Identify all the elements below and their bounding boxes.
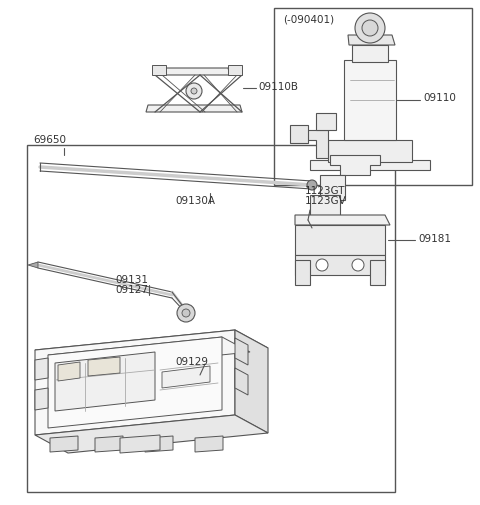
Polygon shape (320, 175, 345, 200)
Polygon shape (28, 262, 38, 268)
Polygon shape (35, 358, 48, 380)
Polygon shape (120, 435, 160, 453)
Circle shape (177, 304, 195, 322)
Bar (152, 65, 166, 75)
Circle shape (352, 259, 364, 271)
Polygon shape (310, 195, 340, 215)
Circle shape (307, 180, 317, 190)
Text: 09110: 09110 (423, 93, 456, 103)
Polygon shape (48, 337, 222, 428)
Bar (27, 145, 395, 492)
Polygon shape (295, 255, 385, 275)
Polygon shape (48, 337, 250, 370)
Polygon shape (235, 368, 248, 395)
Polygon shape (195, 436, 223, 452)
Polygon shape (235, 338, 248, 365)
Polygon shape (304, 130, 328, 158)
Polygon shape (235, 330, 268, 433)
Polygon shape (328, 140, 412, 162)
Polygon shape (344, 60, 396, 140)
Polygon shape (290, 125, 308, 143)
Bar (228, 65, 242, 75)
Polygon shape (370, 260, 385, 285)
Text: 09110B: 09110B (258, 82, 298, 92)
Polygon shape (316, 113, 336, 130)
Polygon shape (330, 155, 380, 175)
Circle shape (182, 309, 190, 317)
Polygon shape (145, 436, 173, 452)
Polygon shape (162, 366, 210, 388)
Polygon shape (35, 388, 48, 410)
Text: 1123GT: 1123GT (305, 186, 346, 196)
Polygon shape (153, 68, 230, 75)
Polygon shape (348, 35, 395, 45)
Text: 1123GV: 1123GV (305, 196, 347, 206)
Circle shape (355, 13, 385, 43)
Polygon shape (50, 436, 78, 452)
Polygon shape (295, 215, 390, 225)
Polygon shape (35, 330, 268, 368)
Circle shape (316, 259, 328, 271)
Polygon shape (58, 362, 80, 381)
Polygon shape (95, 436, 123, 452)
Polygon shape (146, 105, 242, 112)
Polygon shape (55, 352, 155, 411)
Polygon shape (295, 225, 385, 255)
Text: 09130A: 09130A (175, 196, 215, 206)
Text: 09129: 09129 (175, 357, 208, 367)
Polygon shape (295, 260, 310, 285)
Text: 09181: 09181 (418, 234, 451, 244)
Circle shape (191, 88, 197, 94)
Text: 69650: 69650 (33, 135, 66, 145)
Circle shape (186, 83, 202, 99)
Bar (274, 8, 472, 185)
Text: (-090401): (-090401) (283, 15, 334, 25)
Text: 09127: 09127 (115, 285, 148, 295)
Polygon shape (352, 45, 388, 62)
Circle shape (362, 20, 378, 36)
Polygon shape (35, 415, 268, 453)
Polygon shape (88, 357, 120, 376)
Polygon shape (310, 160, 430, 170)
Text: 09131: 09131 (115, 275, 148, 285)
Polygon shape (35, 330, 235, 435)
